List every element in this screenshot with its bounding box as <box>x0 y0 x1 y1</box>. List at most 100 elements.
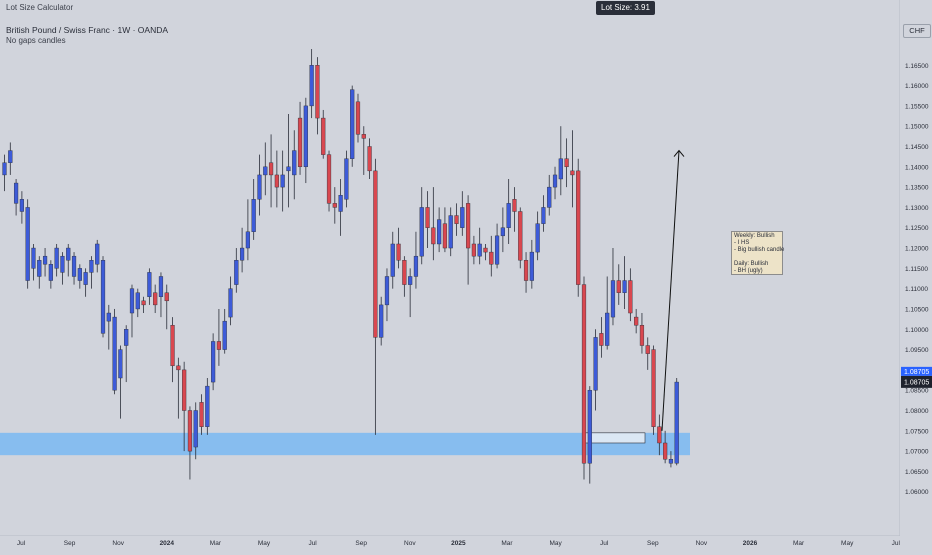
candle <box>483 243 488 261</box>
candle <box>141 296 146 314</box>
note-line: - BH (ugly) <box>734 268 763 275</box>
candle-body <box>60 255 65 273</box>
candle-body <box>373 170 378 338</box>
candle <box>663 430 668 464</box>
candle-body <box>396 243 401 261</box>
time-tick-label: Nov <box>112 540 124 547</box>
candle-body <box>379 304 384 338</box>
candle <box>89 256 94 289</box>
support-zone <box>0 432 690 456</box>
candle-body <box>83 272 88 285</box>
candle-body <box>454 215 459 224</box>
price-axis[interactable] <box>900 0 932 550</box>
candle <box>332 187 337 224</box>
candle <box>205 378 210 435</box>
candle-body <box>176 365 181 371</box>
candle <box>153 284 158 314</box>
candle-body <box>471 243 476 257</box>
candle-body <box>71 255 77 277</box>
candle <box>48 260 53 289</box>
current-price-value: 1.08705 <box>904 379 929 386</box>
candle <box>286 114 291 208</box>
candle-body <box>112 316 117 391</box>
candle <box>31 243 36 281</box>
candle-body <box>141 300 146 306</box>
candle <box>187 406 193 480</box>
candle <box>164 284 169 330</box>
candle <box>106 304 111 350</box>
candle <box>576 158 581 297</box>
candle <box>425 191 430 249</box>
candle <box>176 357 181 419</box>
price-tick-label: 1.06000 <box>905 489 929 496</box>
time-tick-label: Sep <box>647 540 659 547</box>
candle-body <box>66 247 71 261</box>
candle <box>506 178 511 244</box>
candle-body <box>622 280 627 293</box>
candle <box>431 187 436 261</box>
candle-body <box>384 276 390 306</box>
current-price-tag-box <box>901 375 932 388</box>
candle-body <box>413 255 419 277</box>
candle-body <box>274 174 279 188</box>
entry-box <box>583 432 646 444</box>
time-tick-label: 2024 <box>160 540 175 547</box>
candle-body <box>216 341 222 350</box>
analysis-note[interactable]: Weekly: Bullish - I HS - Big bullish can… <box>731 231 784 275</box>
candle <box>170 317 175 383</box>
candle-body <box>193 410 198 448</box>
candle-body <box>199 402 204 427</box>
candle <box>466 195 471 285</box>
candle-body <box>245 231 250 249</box>
candle-body <box>54 247 59 269</box>
candle-body <box>251 199 256 232</box>
candle <box>321 109 326 159</box>
price-tick-label: 1.10500 <box>905 306 929 313</box>
symbol-title[interactable]: British Pound / Swiss Franc · 1W · OANDA <box>6 25 169 35</box>
candle <box>42 248 48 277</box>
candle <box>460 191 465 236</box>
candle-body <box>570 170 575 176</box>
candle <box>437 207 442 253</box>
candle-body <box>639 325 645 346</box>
candle <box>396 227 401 269</box>
candle-body <box>442 223 448 249</box>
candle <box>419 187 424 265</box>
candle-body <box>222 320 227 350</box>
time-tick-label: May <box>841 540 854 547</box>
candle <box>124 325 129 383</box>
candle-body <box>402 260 407 285</box>
currency-button[interactable]: CHF <box>903 24 931 38</box>
candle-body <box>529 251 534 281</box>
candle <box>622 256 627 309</box>
candle <box>118 345 123 419</box>
current-price-tag-alt <box>901 366 932 376</box>
time-tick-label: Nov <box>404 540 416 547</box>
candle-body <box>135 292 140 310</box>
candle <box>599 317 604 358</box>
candle-body <box>338 195 343 212</box>
candle-body <box>547 186 552 208</box>
indicator-title[interactable]: Lot Size Calculator <box>6 3 74 12</box>
price-tick-label: 1.12500 <box>905 225 929 232</box>
candle <box>413 231 419 289</box>
candle-body <box>8 150 13 163</box>
candle-body <box>129 288 135 314</box>
time-tick-label: 2025 <box>451 540 466 547</box>
candle <box>605 276 610 350</box>
time-axis[interactable] <box>0 536 932 550</box>
candle <box>523 252 529 293</box>
candle <box>239 227 245 273</box>
time-tick-label: Mar <box>210 540 222 547</box>
candle <box>634 308 639 334</box>
candle-body <box>309 65 314 107</box>
candle-body <box>239 247 245 261</box>
price-tick-label: 1.08500 <box>905 388 929 395</box>
candle <box>518 207 523 269</box>
candle <box>674 378 679 466</box>
candle <box>25 199 30 289</box>
candle-body <box>512 199 517 212</box>
time-tick-label: Mar <box>501 540 513 547</box>
